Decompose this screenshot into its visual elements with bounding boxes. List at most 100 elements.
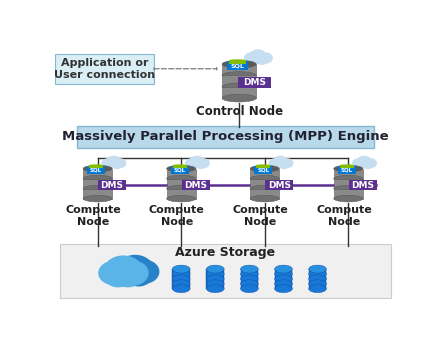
- Bar: [334, 179, 363, 188]
- Bar: [275, 284, 292, 289]
- Ellipse shape: [250, 175, 279, 182]
- Bar: [172, 279, 190, 284]
- Circle shape: [365, 159, 376, 167]
- Bar: [172, 165, 187, 168]
- Ellipse shape: [275, 280, 292, 288]
- Circle shape: [128, 260, 159, 283]
- Ellipse shape: [206, 270, 224, 278]
- Circle shape: [250, 50, 266, 62]
- Ellipse shape: [222, 72, 256, 79]
- Bar: [309, 269, 326, 274]
- Ellipse shape: [241, 270, 258, 278]
- Bar: [275, 269, 292, 274]
- Circle shape: [356, 161, 365, 168]
- Ellipse shape: [172, 270, 190, 278]
- Ellipse shape: [241, 275, 258, 283]
- Ellipse shape: [172, 167, 187, 169]
- Ellipse shape: [275, 275, 292, 283]
- Ellipse shape: [206, 285, 224, 293]
- Ellipse shape: [250, 165, 279, 172]
- Ellipse shape: [275, 285, 292, 293]
- Circle shape: [105, 256, 142, 285]
- Circle shape: [257, 56, 268, 64]
- Text: SQL: SQL: [90, 167, 102, 173]
- Ellipse shape: [222, 94, 256, 102]
- Ellipse shape: [275, 265, 292, 273]
- Bar: [167, 188, 196, 199]
- Bar: [83, 179, 112, 188]
- Circle shape: [114, 159, 126, 167]
- Circle shape: [353, 159, 364, 167]
- Text: Compute
Node: Compute Node: [66, 205, 121, 227]
- FancyBboxPatch shape: [254, 166, 272, 174]
- Bar: [83, 188, 112, 199]
- Ellipse shape: [83, 165, 112, 172]
- Ellipse shape: [83, 185, 112, 192]
- Bar: [206, 279, 224, 284]
- Ellipse shape: [334, 175, 363, 182]
- Text: Azure Storage: Azure Storage: [176, 246, 275, 259]
- FancyBboxPatch shape: [227, 61, 248, 71]
- Ellipse shape: [340, 164, 354, 166]
- Ellipse shape: [275, 270, 292, 278]
- FancyBboxPatch shape: [87, 166, 105, 174]
- Bar: [222, 64, 256, 76]
- Circle shape: [249, 56, 259, 64]
- Ellipse shape: [256, 164, 271, 166]
- Bar: [229, 60, 246, 64]
- Ellipse shape: [167, 185, 196, 192]
- Ellipse shape: [172, 265, 190, 273]
- Text: Control Node: Control Node: [195, 105, 283, 118]
- Circle shape: [282, 159, 293, 167]
- Text: DMS: DMS: [243, 78, 266, 87]
- Text: SQL: SQL: [257, 167, 269, 173]
- Bar: [172, 284, 190, 289]
- Bar: [89, 165, 103, 168]
- Circle shape: [269, 159, 280, 167]
- Circle shape: [198, 159, 209, 167]
- Ellipse shape: [172, 285, 190, 293]
- Text: DMS: DMS: [184, 181, 207, 190]
- Circle shape: [113, 161, 121, 168]
- Bar: [309, 279, 326, 284]
- Bar: [172, 269, 190, 274]
- FancyBboxPatch shape: [338, 166, 356, 174]
- Text: Massively Parallel Processing (MPP) Engine: Massively Parallel Processing (MPP) Engi…: [62, 130, 389, 143]
- Text: Compute
Node: Compute Node: [316, 205, 372, 227]
- Bar: [172, 274, 190, 279]
- Ellipse shape: [229, 63, 246, 65]
- Bar: [167, 168, 196, 179]
- Bar: [309, 274, 326, 279]
- Text: DMS: DMS: [351, 181, 374, 190]
- Ellipse shape: [89, 164, 103, 166]
- Circle shape: [99, 261, 129, 284]
- Text: SQL: SQL: [174, 167, 186, 173]
- Ellipse shape: [334, 185, 363, 192]
- Circle shape: [186, 159, 197, 167]
- Circle shape: [117, 256, 153, 283]
- Ellipse shape: [340, 167, 354, 169]
- Bar: [83, 168, 112, 179]
- Bar: [256, 165, 271, 168]
- Circle shape: [358, 156, 371, 166]
- Bar: [241, 274, 258, 279]
- Circle shape: [109, 259, 141, 284]
- Bar: [241, 279, 258, 284]
- Circle shape: [189, 161, 198, 168]
- Ellipse shape: [250, 195, 279, 202]
- Ellipse shape: [229, 59, 246, 62]
- Ellipse shape: [172, 275, 190, 283]
- FancyBboxPatch shape: [348, 180, 377, 190]
- Circle shape: [106, 161, 115, 168]
- Bar: [334, 188, 363, 199]
- Ellipse shape: [309, 265, 326, 273]
- Bar: [167, 179, 196, 188]
- Circle shape: [102, 159, 114, 167]
- Ellipse shape: [206, 275, 224, 283]
- Ellipse shape: [256, 167, 271, 169]
- Circle shape: [274, 156, 287, 166]
- Circle shape: [125, 265, 152, 286]
- Circle shape: [363, 161, 372, 168]
- Bar: [334, 168, 363, 179]
- Ellipse shape: [83, 195, 112, 202]
